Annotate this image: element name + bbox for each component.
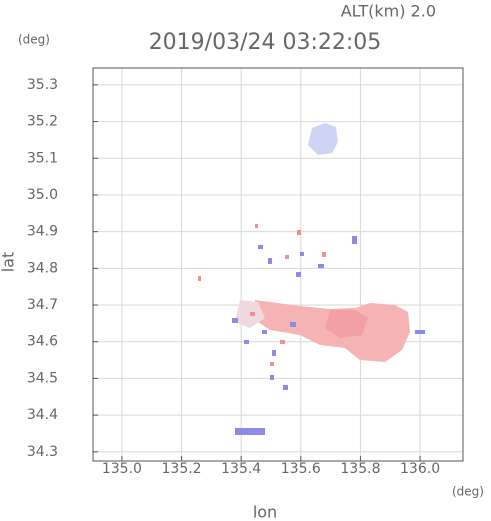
echo-speckles xyxy=(232,236,425,435)
echo-field xyxy=(198,123,425,435)
y-tick-label: 35.0 xyxy=(27,187,58,203)
echo-blob xyxy=(308,123,338,155)
y-tick-label: 35.3 xyxy=(27,77,58,93)
x-tick-label: 135.2 xyxy=(162,461,202,477)
y-tick-label: 34.6 xyxy=(27,334,58,350)
x-unit: (deg) xyxy=(452,485,484,499)
y-tick-label: 34.8 xyxy=(27,260,58,276)
echo-speckles xyxy=(198,224,326,366)
y-tick-label: 34.3 xyxy=(27,444,58,460)
y-tick-label: 34.5 xyxy=(27,370,58,386)
x-tick-label: 135.8 xyxy=(340,461,380,477)
chart-title: 2019/03/24 03:22:05 xyxy=(149,30,382,55)
y-unit: (deg) xyxy=(18,33,50,47)
plot-frame xyxy=(92,67,464,462)
y-tick-label: 35.2 xyxy=(27,114,58,130)
x-tick-label: 136.0 xyxy=(400,461,440,477)
y-tick-label: 34.4 xyxy=(27,407,58,423)
y-tick-label: 34.9 xyxy=(27,224,58,240)
grid xyxy=(93,68,463,461)
x-tick-label: 135.0 xyxy=(102,461,142,477)
x-axis-label: lon xyxy=(253,503,277,521)
x-tick-label: 135.6 xyxy=(281,461,321,477)
y-axis-label: lat xyxy=(0,252,18,273)
annotation: ALT(km) 2.0 xyxy=(341,2,436,21)
y-tick-label: 34.7 xyxy=(27,297,58,313)
y-tick-label: 35.1 xyxy=(27,150,58,166)
x-tick-label: 135.4 xyxy=(221,461,261,477)
echo-blob xyxy=(325,310,368,338)
